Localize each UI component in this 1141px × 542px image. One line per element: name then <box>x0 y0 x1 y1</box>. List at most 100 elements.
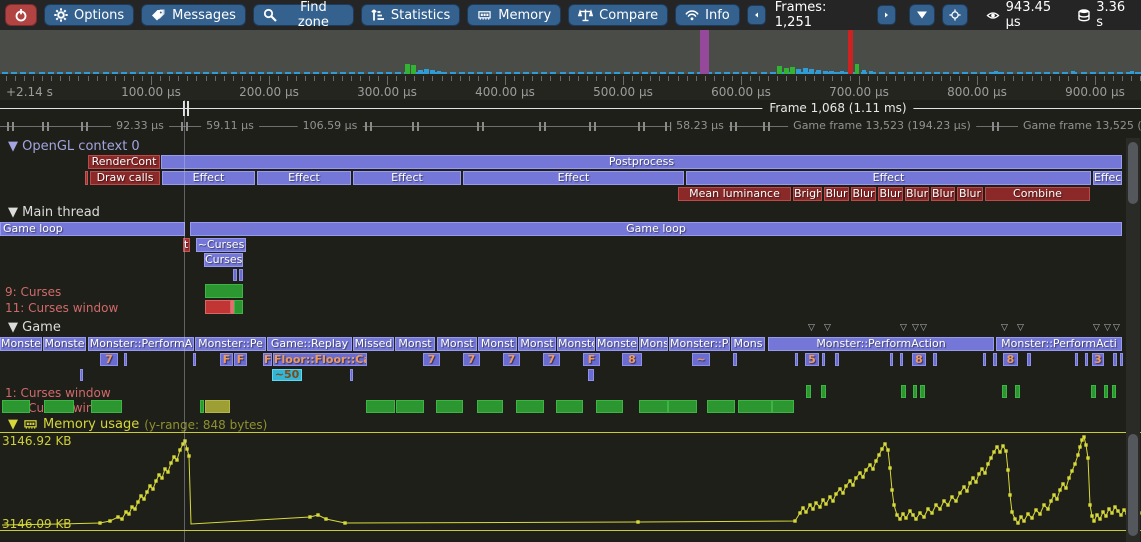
frame-bar[interactable] <box>267 72 274 74</box>
frame-bar[interactable] <box>862 70 866 74</box>
frame-marker-icon[interactable]: ▽ <box>824 323 831 333</box>
zone-mons[interactable]: Mons <box>731 337 765 351</box>
frame-bar[interactable] <box>20 72 27 74</box>
frame-bar[interactable] <box>669 72 676 74</box>
frame-bar[interactable] <box>934 72 941 74</box>
zone-tick[interactable] <box>2 400 30 413</box>
frame-bar[interactable] <box>29 72 36 74</box>
frame-bar[interactable] <box>541 72 548 74</box>
zone-monster-performa[interactable]: Monster::PerformA <box>88 337 194 351</box>
zone-monste[interactable]: Monste <box>43 337 86 351</box>
frame-bar[interactable] <box>650 72 657 74</box>
frame-marker-icon[interactable]: ▽ <box>1113 323 1120 333</box>
frame-bar[interactable] <box>596 72 603 74</box>
zone-tick[interactable] <box>806 385 811 398</box>
zone-tick[interactable] <box>707 400 735 413</box>
zone-monst[interactable]: Monst <box>518 337 556 351</box>
frame-bar[interactable] <box>760 72 767 74</box>
frame-marker-icon[interactable]: ▽ <box>1017 323 1024 333</box>
frame-bar[interactable] <box>212 72 219 74</box>
memory-section-header[interactable]: ▼ Memory usage (y-range: 848 bytes) <box>8 417 267 432</box>
zone-tick[interactable] <box>1027 353 1031 366</box>
frame-bar[interactable] <box>65 72 72 74</box>
zone-effect[interactable]: Effect <box>257 171 351 185</box>
zone-8[interactable]: 8 <box>912 353 926 366</box>
frame-bar[interactable] <box>1025 72 1032 74</box>
frame-bar[interactable] <box>1071 71 1075 74</box>
frame-bar[interactable] <box>418 70 423 74</box>
info-button[interactable]: Info <box>675 4 740 26</box>
zone-monste[interactable]: Monste <box>596 337 638 351</box>
zone-tick[interactable] <box>231 300 234 314</box>
zone-draw-calls[interactable]: Draw calls <box>90 171 160 185</box>
zone-blur[interactable]: Blur <box>824 187 849 201</box>
frame-bar[interactable] <box>522 72 529 74</box>
frame-bar[interactable] <box>111 72 118 74</box>
zone-7[interactable]: 7 <box>100 353 118 366</box>
zone-tick[interactable] <box>1085 353 1088 366</box>
frame-bar[interactable] <box>157 72 164 74</box>
frame-bar[interactable] <box>56 72 63 74</box>
frame-bar[interactable] <box>869 71 873 74</box>
zone-tick[interactable] <box>477 400 503 413</box>
frame-bar[interactable] <box>102 72 109 74</box>
frame-bar[interactable] <box>550 72 557 74</box>
zone-tick[interactable] <box>205 400 230 413</box>
zone-tick[interactable] <box>193 353 196 366</box>
zone-tick[interactable] <box>124 353 127 366</box>
zone-monster-performaction[interactable]: Monster::PerformAction <box>768 337 994 351</box>
zone-f[interactable]: F <box>234 353 247 366</box>
frame-bar[interactable] <box>424 69 429 74</box>
zone-tick[interactable] <box>1091 385 1096 398</box>
frame-bar[interactable] <box>285 72 292 74</box>
frame-bar[interactable] <box>148 72 155 74</box>
zone-curses[interactable]: Curses <box>204 253 243 267</box>
frame-bar[interactable] <box>943 72 950 74</box>
frame-marker-icon[interactable]: ▽ <box>808 323 815 333</box>
frame-bar[interactable] <box>47 72 54 74</box>
focus-frame-button[interactable] <box>941 4 968 26</box>
zone-tick[interactable] <box>900 353 903 366</box>
frame-bar[interactable] <box>468 72 475 74</box>
frame-bar[interactable] <box>660 72 667 74</box>
frame-bar[interactable] <box>848 30 853 74</box>
frame-bar[interactable] <box>888 72 895 74</box>
frame-bar[interactable] <box>405 64 410 74</box>
zone-rendercont[interactable]: RenderCont <box>88 155 160 169</box>
zone-monster-pe[interactable]: Monster::Pe <box>669 337 730 351</box>
frame-bar[interactable] <box>376 72 383 74</box>
zone-tick[interactable] <box>901 385 906 398</box>
power-button[interactable] <box>5 4 37 26</box>
frame-bar[interactable] <box>349 72 356 74</box>
zone-effect[interactable]: Effect <box>686 171 1091 185</box>
frame-bar[interactable] <box>1016 72 1023 74</box>
frame-bar[interactable] <box>816 70 821 74</box>
frame-bar[interactable] <box>870 72 877 74</box>
frame-bar[interactable] <box>678 72 685 74</box>
scrollbar-thumb[interactable] <box>1128 434 1138 536</box>
frame-bar[interactable] <box>632 72 639 74</box>
frame-bar[interactable] <box>203 72 210 74</box>
frame-bar[interactable] <box>440 72 447 74</box>
zone-8[interactable]: 8 <box>1003 353 1018 366</box>
zone-tick[interactable] <box>772 400 794 413</box>
statistics-button[interactable]: Statistics <box>360 4 461 26</box>
frame-bar[interactable] <box>411 65 416 74</box>
frame-bar[interactable] <box>495 72 502 74</box>
zone-3[interactable]: 3 <box>1092 353 1104 366</box>
frame-bar[interactable] <box>855 64 859 74</box>
zone-monst[interactable]: Monst <box>478 337 517 351</box>
frame-bar[interactable] <box>623 72 630 74</box>
zone-tick[interactable] <box>821 385 826 398</box>
zone-mean-luminance[interactable]: Mean luminance <box>678 187 791 201</box>
zone-tick[interactable] <box>205 284 243 298</box>
go-to-frame-button[interactable] <box>908 4 935 26</box>
zone-tick[interactable] <box>1113 353 1117 366</box>
frame-bar[interactable] <box>803 68 808 74</box>
frame-bar[interactable] <box>961 72 968 74</box>
frame-bar[interactable] <box>925 72 932 74</box>
zone-tick[interactable] <box>233 269 237 281</box>
zone-7[interactable]: 7 <box>423 353 440 366</box>
zone-game-replay[interactable]: Game::Replay <box>267 337 352 351</box>
frame-bar[interactable] <box>459 72 465 74</box>
